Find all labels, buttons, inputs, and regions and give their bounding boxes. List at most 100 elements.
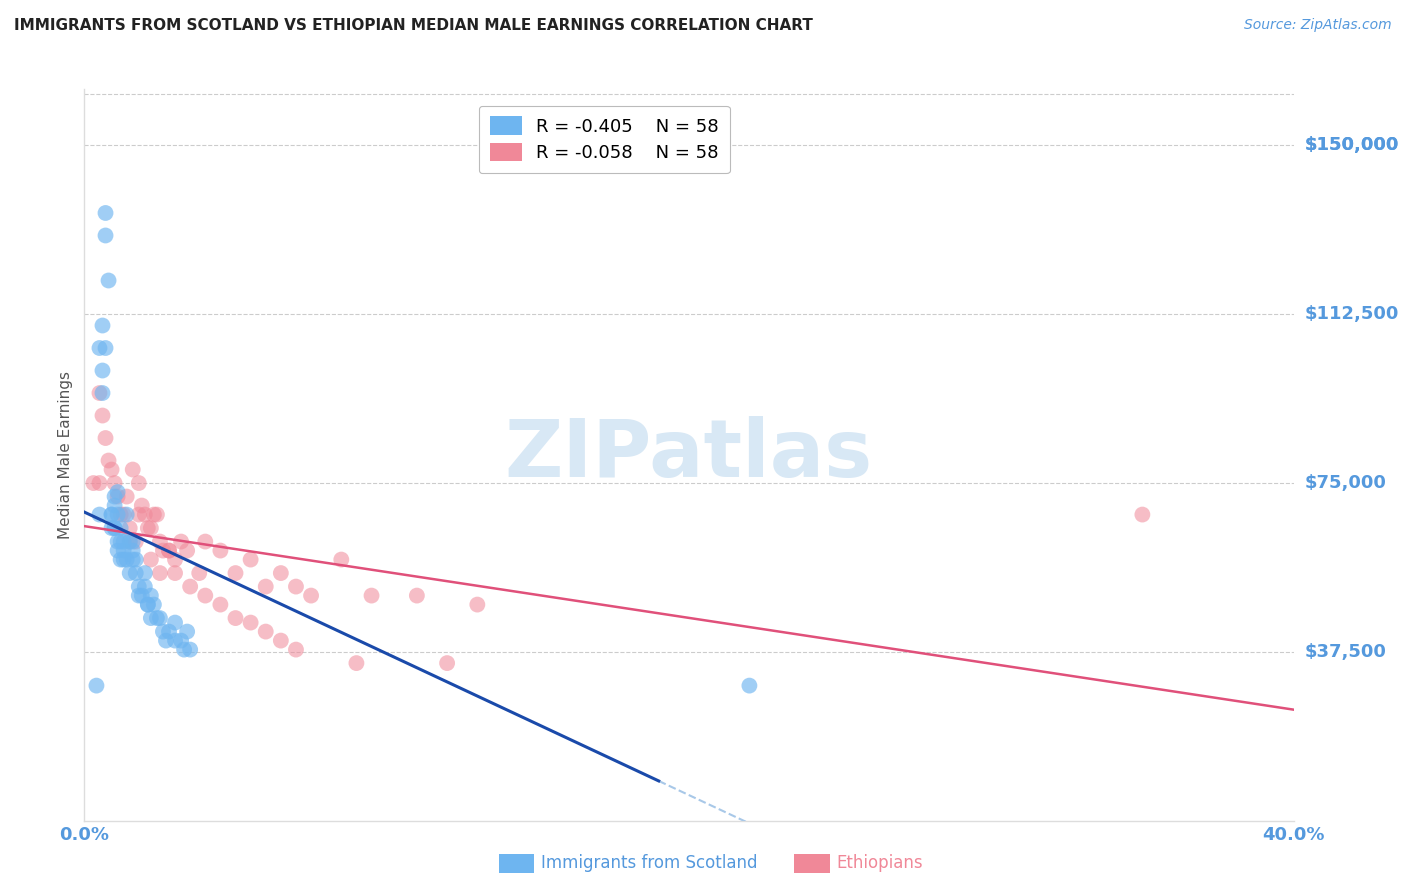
Point <box>136 598 159 612</box>
Point <box>91 318 114 333</box>
Point <box>194 589 217 603</box>
Point <box>136 521 159 535</box>
Point <box>239 615 262 630</box>
Point <box>142 598 165 612</box>
Text: IMMIGRANTS FROM SCOTLAND VS ETHIOPIAN MEDIAN MALE EARNINGS CORRELATION CHART: IMMIGRANTS FROM SCOTLAND VS ETHIOPIAN ME… <box>14 18 813 33</box>
Point <box>134 566 156 580</box>
Point <box>254 580 277 594</box>
Point <box>118 521 141 535</box>
Point <box>100 508 122 522</box>
Point <box>89 508 111 522</box>
Text: $37,500: $37,500 <box>1305 643 1386 661</box>
Point <box>121 543 143 558</box>
Point <box>104 521 127 535</box>
Point <box>188 566 211 580</box>
Point <box>139 611 162 625</box>
Point <box>118 534 141 549</box>
Text: $112,500: $112,500 <box>1305 305 1399 323</box>
Point <box>330 552 353 566</box>
Point <box>149 611 172 625</box>
Point <box>134 580 156 594</box>
Text: $150,000: $150,000 <box>1305 136 1399 154</box>
Point <box>134 508 156 522</box>
Point <box>284 642 308 657</box>
Point <box>163 615 186 630</box>
Point <box>346 656 368 670</box>
Point <box>149 534 172 549</box>
Text: Ethiopians: Ethiopians <box>837 855 924 872</box>
Point <box>125 534 148 549</box>
Point <box>163 566 186 580</box>
Y-axis label: Median Male Earnings: Median Male Earnings <box>58 371 73 539</box>
Point <box>115 552 138 566</box>
Point <box>104 521 127 535</box>
Point <box>139 521 162 535</box>
Point <box>254 624 277 639</box>
Point <box>104 476 127 491</box>
Point <box>107 534 129 549</box>
Point <box>112 543 135 558</box>
Point <box>139 589 162 603</box>
Point <box>121 534 143 549</box>
Point <box>110 521 132 535</box>
Point <box>128 508 150 522</box>
Point <box>225 611 247 625</box>
Point <box>406 589 429 603</box>
Point <box>157 543 180 558</box>
Point <box>284 580 308 594</box>
Point <box>209 598 232 612</box>
Point <box>157 543 180 558</box>
Point <box>91 409 114 423</box>
Point <box>436 656 458 670</box>
Point <box>110 552 132 566</box>
Point <box>86 679 108 693</box>
Point <box>94 228 117 243</box>
Point <box>155 633 177 648</box>
Point <box>115 508 138 522</box>
Point <box>149 566 172 580</box>
Point <box>194 534 217 549</box>
Point <box>170 633 193 648</box>
Point <box>91 363 114 377</box>
Point <box>121 552 143 566</box>
Point <box>152 543 174 558</box>
Point <box>128 580 150 594</box>
Point <box>467 598 489 612</box>
Point <box>97 453 120 467</box>
Text: $75,000: $75,000 <box>1305 474 1386 492</box>
Point <box>104 499 127 513</box>
Point <box>89 476 111 491</box>
Point <box>107 490 129 504</box>
Point <box>107 508 129 522</box>
Point <box>118 534 141 549</box>
Point <box>1130 508 1153 522</box>
Point <box>139 552 162 566</box>
Text: Immigrants from Scotland: Immigrants from Scotland <box>541 855 758 872</box>
Point <box>89 386 111 401</box>
Point <box>107 543 129 558</box>
Point <box>82 476 104 491</box>
Text: Source: ZipAtlas.com: Source: ZipAtlas.com <box>1244 18 1392 32</box>
Point <box>128 589 150 603</box>
Point <box>152 624 174 639</box>
Point <box>115 490 138 504</box>
Point <box>128 476 150 491</box>
Point <box>104 490 127 504</box>
Point <box>157 624 180 639</box>
Point <box>173 642 195 657</box>
Point <box>360 589 382 603</box>
Point <box>94 341 117 355</box>
Point <box>136 598 159 612</box>
Point <box>121 462 143 476</box>
Point <box>131 589 153 603</box>
Point <box>176 543 198 558</box>
Point <box>176 624 198 639</box>
Point <box>738 679 761 693</box>
Point <box>125 552 148 566</box>
Text: $150,000: $150,000 <box>1305 136 1399 154</box>
Point <box>270 633 292 648</box>
Point <box>209 543 232 558</box>
Point <box>299 589 322 603</box>
Point <box>163 552 186 566</box>
Point <box>89 341 111 355</box>
